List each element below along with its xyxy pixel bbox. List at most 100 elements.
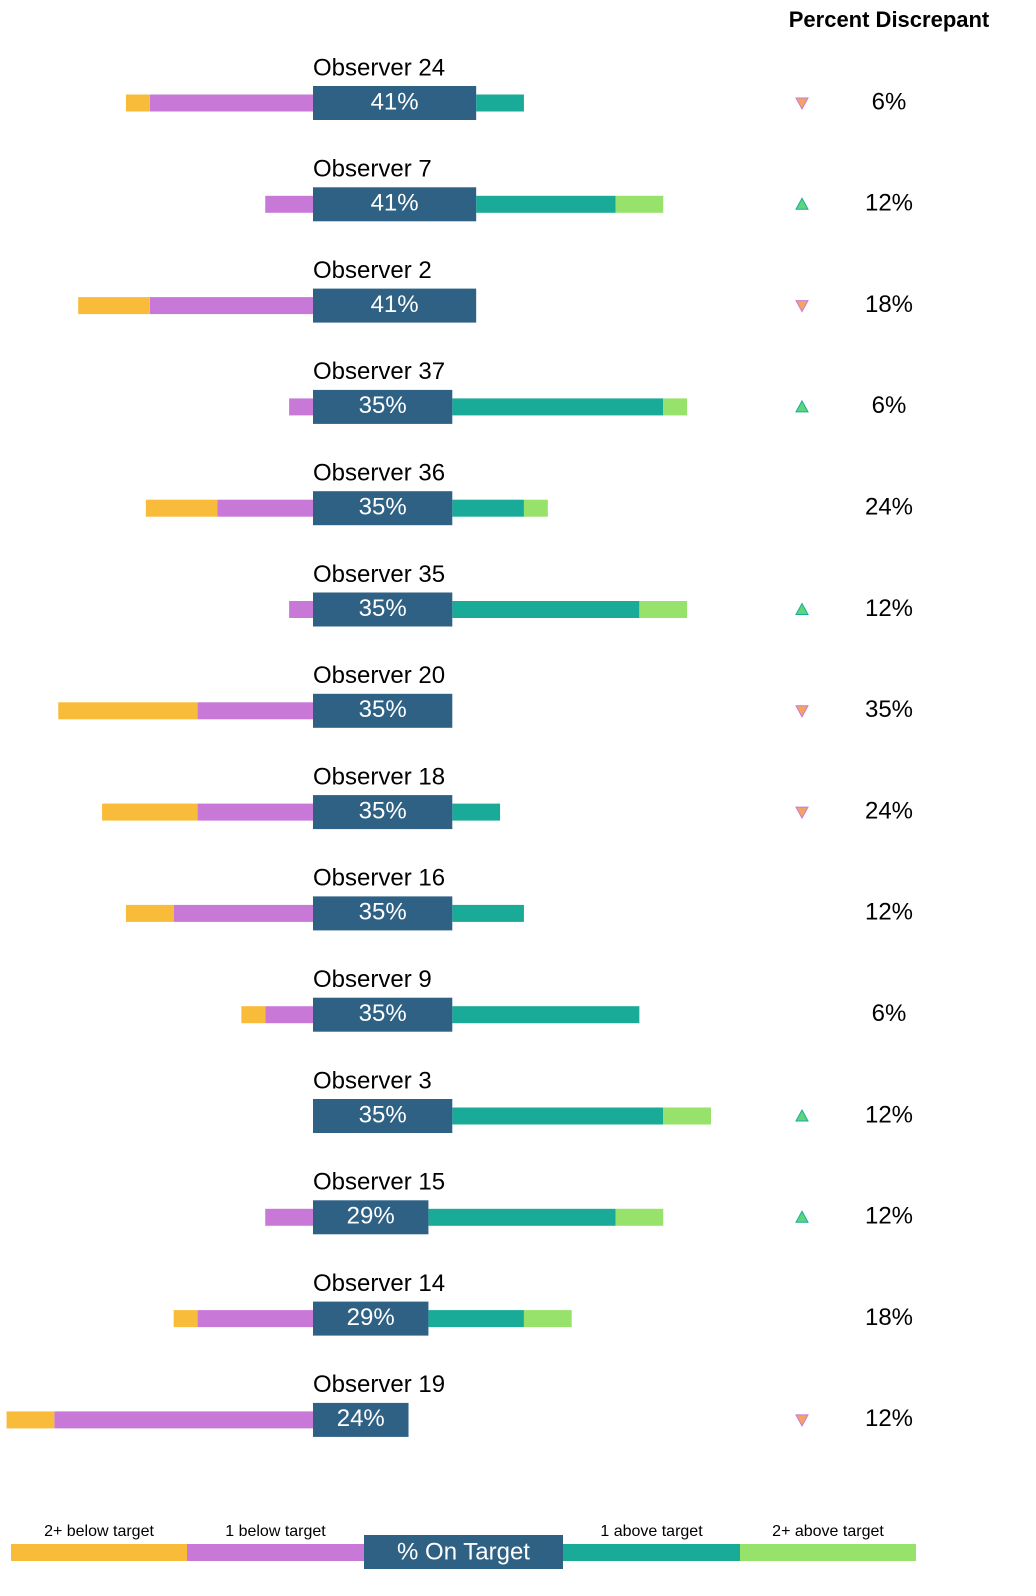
segment xyxy=(639,601,688,618)
target-bar xyxy=(313,389,453,424)
segment xyxy=(452,904,524,922)
discrepant-value: 24% xyxy=(865,797,913,824)
observer-label: Observer 18 xyxy=(313,763,445,790)
segment xyxy=(452,1006,640,1024)
target-bar xyxy=(313,1402,409,1437)
trend-up xyxy=(795,399,809,413)
target-label: 41% xyxy=(371,190,419,217)
observer-label: Observer 36 xyxy=(313,460,445,487)
observer-label: Observer 7 xyxy=(313,156,432,183)
trend-down xyxy=(795,705,809,718)
segment xyxy=(663,1107,711,1125)
segment xyxy=(452,398,664,416)
segment xyxy=(428,1310,524,1328)
discrepant-value: 12% xyxy=(865,1203,913,1230)
discrepant-value: 12% xyxy=(865,595,913,622)
segment xyxy=(663,398,688,416)
target-bar xyxy=(313,491,453,526)
target-bar xyxy=(313,1301,429,1336)
segment xyxy=(241,1006,266,1024)
segment xyxy=(615,1208,664,1226)
segment xyxy=(125,904,174,922)
observer-label: Observer 2 xyxy=(313,257,432,284)
target-bar xyxy=(313,187,477,222)
trend-down xyxy=(795,806,809,820)
legend-label: 2+ below target xyxy=(44,1523,154,1540)
segment xyxy=(102,803,198,821)
discrepant-value: 24% xyxy=(865,494,913,521)
target-label: 41% xyxy=(371,291,419,318)
segment xyxy=(523,499,548,517)
segment xyxy=(452,499,524,517)
observer-label: Observer 37 xyxy=(313,358,445,385)
discrepant-value: 35% xyxy=(865,696,913,723)
observer-label: Observer 24 xyxy=(313,54,445,81)
segment xyxy=(265,1208,313,1226)
discrepant-value: 12% xyxy=(865,190,913,217)
target-label: 35% xyxy=(359,392,407,419)
target-bar xyxy=(313,693,453,728)
target-bar xyxy=(313,86,477,120)
trend-up xyxy=(795,1210,809,1223)
segment xyxy=(149,297,313,315)
trend-down xyxy=(795,1414,809,1427)
target-bar xyxy=(313,592,453,627)
segment xyxy=(428,1208,616,1226)
legend-label: 2+ above target xyxy=(772,1523,884,1540)
observer-label: Observer 16 xyxy=(313,865,445,892)
segment xyxy=(125,94,150,112)
legend-label: 1 below target xyxy=(225,1523,326,1540)
segment xyxy=(476,195,616,213)
legend-swatch xyxy=(740,1544,916,1561)
legend-target xyxy=(364,1535,563,1569)
segment xyxy=(173,904,313,922)
observer-label: Observer 20 xyxy=(313,662,445,689)
trend-up xyxy=(795,1108,809,1122)
target-label: 29% xyxy=(347,1304,395,1331)
legend-swatch xyxy=(563,1544,740,1561)
segment xyxy=(197,803,313,821)
target-label: 35% xyxy=(359,696,407,723)
target-label: 29% xyxy=(347,1203,395,1230)
segment xyxy=(452,803,501,821)
target-bar xyxy=(313,795,453,830)
observer-label: Observer 3 xyxy=(313,1067,432,1094)
segment xyxy=(523,1310,572,1328)
observer-label: Observer 14 xyxy=(313,1270,445,1297)
discrepant-value: 6% xyxy=(872,88,907,115)
target-label: 35% xyxy=(359,797,407,824)
target-label: 35% xyxy=(359,1000,407,1027)
trend-down xyxy=(795,97,809,111)
target-label: 35% xyxy=(359,1101,407,1128)
segment xyxy=(78,297,150,315)
segment xyxy=(265,195,313,213)
target-label: 35% xyxy=(359,595,407,622)
segment xyxy=(54,1411,314,1429)
discrepant-value: 12% xyxy=(865,1101,913,1128)
target-bar xyxy=(313,1200,429,1235)
discrepant-value: 12% xyxy=(865,899,913,926)
target-bar xyxy=(313,896,453,931)
segment xyxy=(58,702,198,720)
target-label: 35% xyxy=(359,494,407,521)
segment xyxy=(476,94,524,112)
target-label: 35% xyxy=(359,899,407,926)
discrepant-value: 18% xyxy=(865,1304,913,1331)
segment xyxy=(452,601,640,618)
trend-down xyxy=(795,300,809,313)
segment xyxy=(289,601,313,618)
segment xyxy=(197,1310,313,1328)
trend-up xyxy=(795,602,809,615)
discrepant-value: 6% xyxy=(872,392,907,419)
discrepant-value: 6% xyxy=(872,1000,907,1027)
observer-label: Observer 35 xyxy=(313,561,445,588)
discrepant-value: 12% xyxy=(865,1405,913,1432)
segment xyxy=(615,195,664,213)
segment xyxy=(6,1411,55,1429)
target-bar xyxy=(313,1099,453,1133)
segment xyxy=(452,1107,664,1125)
target-bar xyxy=(313,288,477,323)
segment xyxy=(289,398,313,416)
observer-label: Observer 15 xyxy=(313,1169,445,1196)
